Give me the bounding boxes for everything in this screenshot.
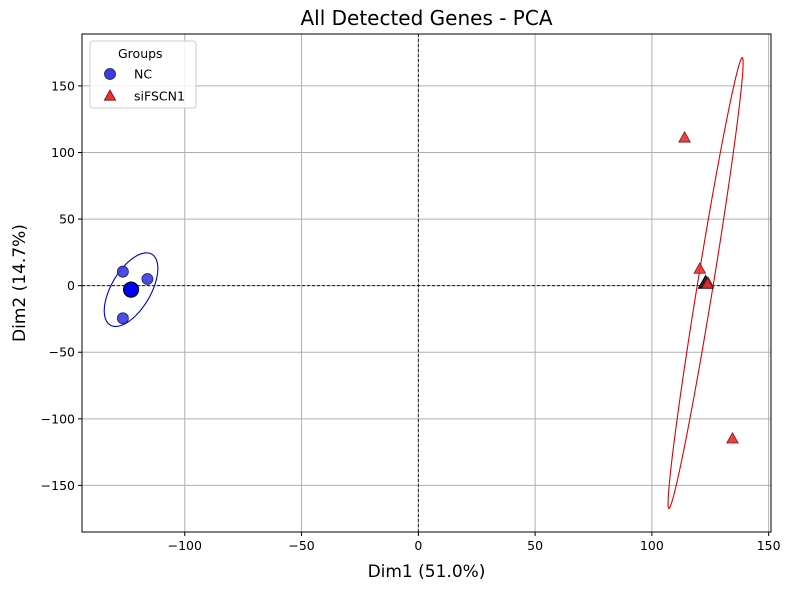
centroid-nc	[122, 281, 140, 298]
y-tick-label: 50	[59, 212, 75, 227]
reference-lines	[82, 34, 771, 532]
legend-label-sifscn1: siFSCN1	[134, 89, 185, 104]
x-tick-label: 50	[527, 538, 543, 553]
data-point-nc	[116, 265, 129, 278]
legend-title: Groups	[118, 46, 163, 61]
chart-title: All Detected Genes - PCA	[300, 6, 552, 30]
y-tick-label: 150	[51, 78, 75, 93]
data-points	[116, 131, 739, 444]
legend-marker-nc	[104, 68, 116, 80]
data-point-sifscn1	[726, 431, 739, 444]
x-tick-label: −100	[168, 538, 202, 553]
confidence-ellipses	[103, 56, 744, 510]
y-axis-label: Dim2 (14.7%)	[10, 224, 30, 342]
y-tick-label: −50	[49, 345, 75, 360]
y-tick-label: −100	[41, 411, 75, 426]
legend-box	[89, 40, 197, 109]
legend-label-nc: NC	[134, 67, 152, 82]
ellipse-sifscn1	[667, 56, 744, 510]
axis-ticks: −100 −50 0 50 100 150 −150 −100 −50 0 50 100 150	[41, 78, 781, 553]
data-point-sifscn1	[693, 262, 707, 274]
grid	[82, 34, 771, 532]
x-tick-label: 0	[414, 538, 422, 553]
x-tick-label: 100	[640, 538, 664, 553]
plot-area-frame	[81, 33, 772, 533]
x-tick-label: −50	[288, 538, 314, 553]
y-tick-label: 0	[67, 278, 75, 293]
y-tick-label: −150	[41, 478, 75, 493]
data-point-nc	[141, 273, 154, 285]
centroid-overlay-sifscn1	[701, 277, 714, 289]
y-tick-label: 100	[51, 145, 75, 160]
data-point-sifscn1	[678, 131, 691, 143]
legend-marker-sifscn1	[103, 89, 117, 101]
data-point-nc	[116, 312, 129, 325]
legend: Groups NC siFSCN1	[89, 40, 197, 109]
x-axis-label: Dim1 (51.0%)	[368, 562, 486, 582]
x-tick-label: 150	[757, 538, 781, 553]
